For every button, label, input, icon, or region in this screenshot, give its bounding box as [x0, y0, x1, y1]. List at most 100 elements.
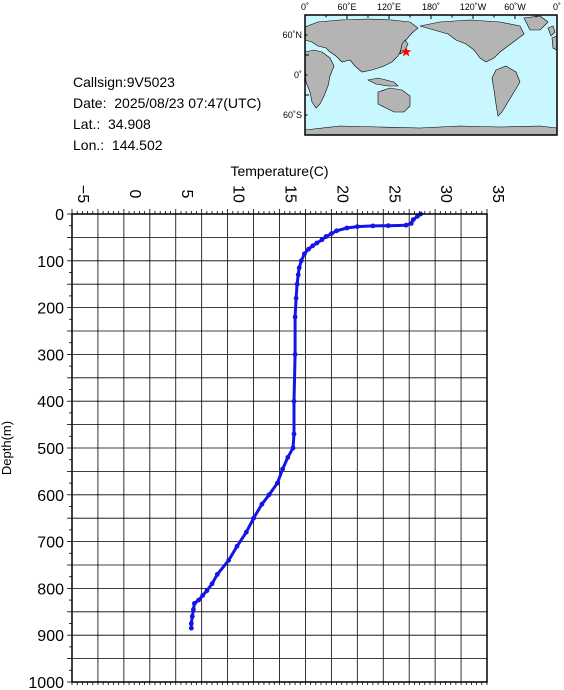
x-tick-label: 10: [230, 185, 247, 203]
y-tick-label: 900: [37, 628, 64, 645]
map-lat-label: 60˚S: [283, 110, 302, 120]
land-greenland: [523, 15, 549, 31]
map-lon-label: 60˚W: [504, 2, 526, 12]
y-tick-label: 100: [37, 254, 64, 271]
profile-point: [226, 557, 232, 563]
profile-point: [344, 225, 350, 231]
profile-point: [295, 272, 301, 278]
map-lon-label: 0˚: [553, 2, 561, 12]
world-map: 0˚ 60˚E 120˚E 180˚ 120˚W 60˚W 0˚ 60˚N 0˚ 60˚S ★: [282, 2, 561, 136]
profile-point: [196, 597, 202, 603]
y-tick-labels: 0 100 200 300 400 500 600 700 800 900 1000: [28, 207, 64, 690]
profile-point: [298, 258, 304, 264]
profile-point: [291, 398, 297, 404]
map-lon-label: 120˚W: [460, 2, 487, 12]
y-tick-label: 800: [37, 581, 64, 598]
profile-point: [306, 246, 311, 252]
land-africa: [305, 49, 335, 109]
profile-point: [329, 231, 334, 237]
location-marker: ★: [400, 44, 413, 60]
profile-point: [285, 455, 291, 460]
profile-point: [259, 501, 265, 507]
chart-ticks: [67, 209, 488, 685]
profile-point: [275, 480, 280, 486]
land-britain: [547, 25, 556, 37]
map-lon-label: 120˚E: [377, 2, 401, 12]
y-tick-label: 600: [37, 488, 64, 505]
x-tick-label: 0: [126, 190, 143, 199]
temperature-profile-line: [189, 212, 422, 629]
latitude-text: Lat.: 34.908: [73, 116, 151, 132]
y-tick-label: 1000: [28, 675, 64, 690]
date-text: Date: 2025/08/23 07:47(UTC): [73, 95, 262, 111]
y-tick-label: 400: [37, 394, 64, 411]
profile-point: [319, 237, 325, 243]
profile-point: [251, 515, 256, 521]
station-info: Callsign:9V5023 Date: 2025/08/23 07:47(U…: [73, 72, 261, 156]
profile-point: [410, 217, 416, 223]
longitude-text: Lon.: 144.502: [73, 137, 163, 153]
profile-point: [415, 213, 420, 219]
profile-point: [192, 601, 197, 606]
x-tick-labels: −5 0 5 10 15 20 25 30 35: [74, 185, 506, 203]
x-tick-label: 20: [333, 185, 350, 203]
map-lon-label: 180˚: [422, 2, 440, 12]
y-tick-label: 300: [37, 347, 64, 364]
x-tick-label: 30: [437, 185, 454, 203]
land-west-europe: [551, 35, 557, 51]
x-tick-label: 15: [282, 185, 299, 203]
x-tick-label: 5: [178, 190, 195, 199]
profile-point: [292, 352, 298, 357]
profile-point: [386, 223, 391, 229]
map-lon-labels: 0˚ 60˚E 120˚E 180˚ 120˚W 60˚W 0˚: [301, 2, 561, 12]
profile-point: [188, 621, 194, 626]
map-ticks: [304, 14, 558, 136]
profile-point: [200, 593, 206, 598]
profile-point: [418, 211, 423, 217]
profile-point: [310, 243, 316, 249]
profile-point: [408, 221, 414, 226]
profile-point: [296, 265, 302, 271]
profile-point: [314, 240, 320, 246]
profile-point: [292, 314, 298, 320]
y-tick-label: 200: [37, 301, 64, 318]
map-lat-label: 60˚N: [282, 30, 302, 40]
profile-point: [234, 543, 240, 549]
profile-point: [189, 614, 195, 619]
profile-point: [188, 625, 194, 631]
land-australia: [377, 87, 411, 113]
x-tick-label: 25: [385, 185, 402, 203]
land-antarctica: [305, 125, 557, 135]
profile-point: [370, 223, 376, 229]
profile-point: [323, 234, 329, 239]
profile-point: [266, 492, 272, 498]
land-japan: [399, 39, 409, 55]
profile-point: [243, 529, 249, 535]
map-lon-label: 60˚E: [337, 2, 356, 12]
x-tick-label: 35: [489, 185, 506, 203]
temperature-profile-points: [188, 211, 423, 631]
map-lat-labels: 60˚N 0˚ 60˚S: [282, 30, 302, 120]
profile-point: [354, 224, 360, 230]
profile-point: [290, 445, 296, 451]
y-tick-label: 500: [37, 441, 64, 458]
y-tick-label: 0: [55, 207, 64, 224]
profile-point: [294, 281, 300, 287]
land-eurasia: [305, 18, 419, 73]
profile-point: [214, 572, 220, 577]
profile-point: [280, 466, 285, 472]
land-south-america: [491, 65, 521, 117]
profile-point: [204, 588, 210, 594]
profile-point: [334, 228, 339, 234]
profile-point: [403, 222, 409, 228]
y-tick-label: 700: [37, 535, 64, 552]
map-lat-label: 0˚: [294, 70, 302, 80]
y-axis-label: Depth(m): [0, 421, 14, 475]
land-north-america: [419, 19, 525, 63]
profile-point: [293, 295, 299, 301]
map-land: [305, 15, 557, 135]
profile-point: [209, 581, 215, 587]
land-indonesia: [367, 77, 399, 87]
profile-point: [291, 431, 297, 437]
x-tick-label: −5: [74, 185, 91, 203]
